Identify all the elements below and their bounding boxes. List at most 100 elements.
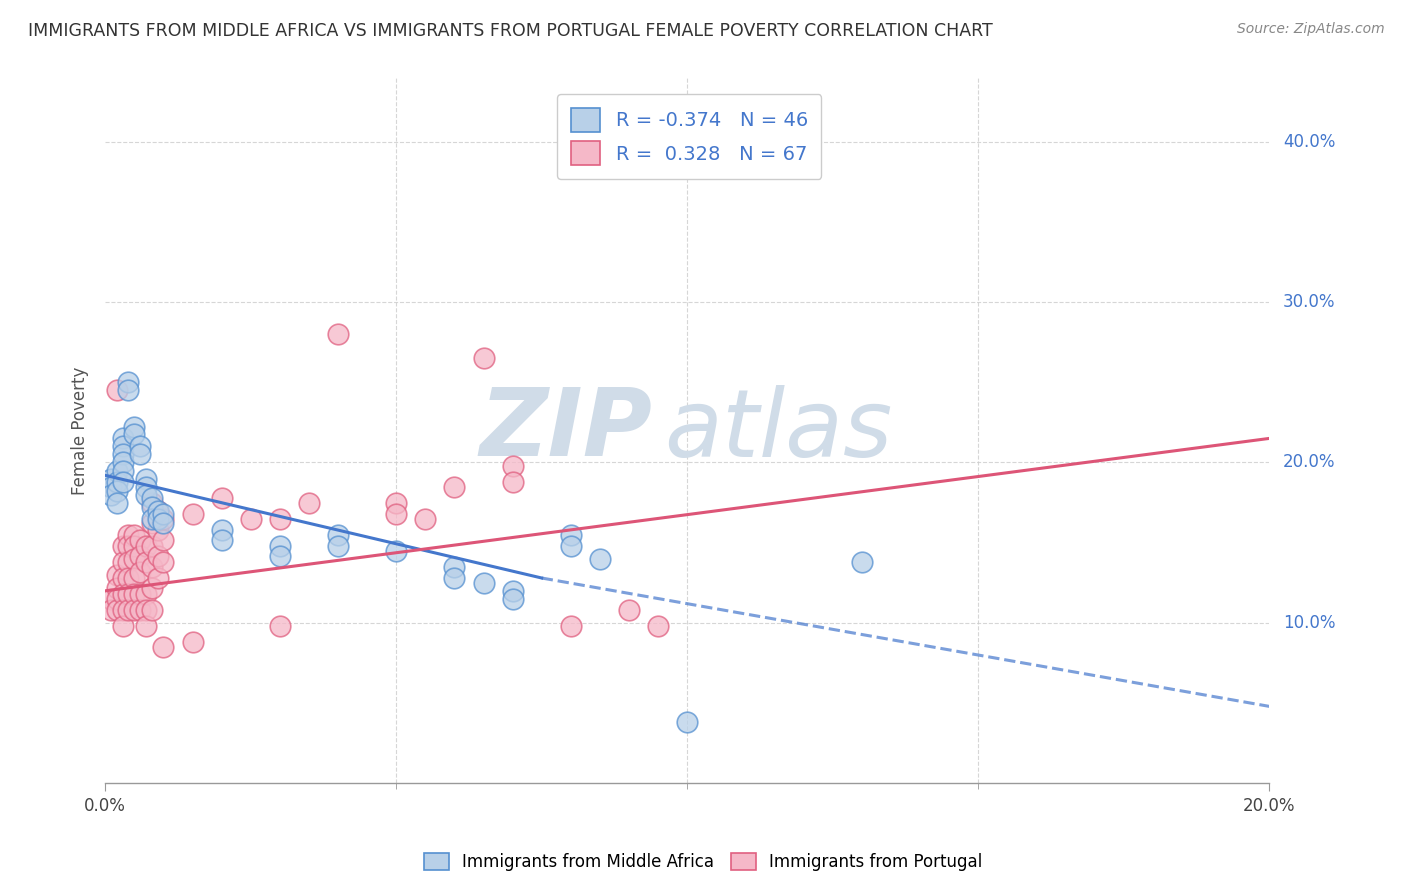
Point bbox=[443, 571, 465, 585]
Point bbox=[141, 516, 163, 531]
Point bbox=[152, 511, 174, 525]
Point bbox=[124, 539, 146, 553]
Point bbox=[135, 619, 157, 633]
Point bbox=[152, 555, 174, 569]
Point bbox=[181, 635, 204, 649]
Point bbox=[152, 516, 174, 531]
Point bbox=[560, 539, 582, 553]
Text: Source: ZipAtlas.com: Source: ZipAtlas.com bbox=[1237, 22, 1385, 37]
Point bbox=[269, 539, 291, 553]
Point bbox=[152, 507, 174, 521]
Point bbox=[111, 619, 134, 633]
Point bbox=[105, 603, 128, 617]
Point bbox=[117, 539, 139, 553]
Point bbox=[560, 619, 582, 633]
Point bbox=[502, 475, 524, 489]
Point bbox=[443, 559, 465, 574]
Point bbox=[100, 471, 122, 485]
Point bbox=[141, 500, 163, 515]
Point bbox=[124, 603, 146, 617]
Point bbox=[385, 495, 408, 509]
Point bbox=[560, 527, 582, 541]
Point bbox=[146, 571, 169, 585]
Point bbox=[239, 511, 262, 525]
Point bbox=[269, 511, 291, 525]
Text: 30.0%: 30.0% bbox=[1284, 293, 1336, 311]
Point bbox=[589, 551, 612, 566]
Point bbox=[385, 507, 408, 521]
Point bbox=[617, 603, 640, 617]
Point bbox=[111, 463, 134, 477]
Point bbox=[141, 539, 163, 553]
Point bbox=[100, 603, 122, 617]
Point bbox=[111, 571, 134, 585]
Point bbox=[152, 640, 174, 654]
Point bbox=[117, 555, 139, 569]
Point bbox=[413, 511, 436, 525]
Point bbox=[385, 543, 408, 558]
Point bbox=[211, 491, 233, 505]
Point bbox=[211, 533, 233, 547]
Point bbox=[100, 591, 122, 606]
Point bbox=[647, 619, 669, 633]
Point bbox=[472, 351, 495, 366]
Point bbox=[105, 384, 128, 398]
Point bbox=[129, 565, 152, 579]
Point bbox=[152, 533, 174, 547]
Point bbox=[141, 559, 163, 574]
Point bbox=[105, 581, 128, 595]
Point bbox=[105, 475, 128, 489]
Point bbox=[676, 715, 699, 730]
Point bbox=[111, 475, 134, 489]
Legend: Immigrants from Middle Africa, Immigrants from Portugal: Immigrants from Middle Africa, Immigrant… bbox=[415, 845, 991, 880]
Point bbox=[105, 484, 128, 499]
Point bbox=[141, 511, 163, 525]
Point bbox=[146, 503, 169, 517]
Point bbox=[117, 376, 139, 390]
Point bbox=[502, 583, 524, 598]
Point bbox=[111, 555, 134, 569]
Point bbox=[851, 555, 873, 569]
Point bbox=[211, 523, 233, 537]
Point bbox=[111, 432, 134, 446]
Point bbox=[502, 591, 524, 606]
Point bbox=[100, 487, 122, 501]
Point bbox=[135, 487, 157, 501]
Point bbox=[105, 463, 128, 477]
Point bbox=[129, 533, 152, 547]
Point bbox=[129, 549, 152, 563]
Point bbox=[105, 567, 128, 582]
Point bbox=[502, 458, 524, 473]
Point bbox=[269, 549, 291, 563]
Point bbox=[129, 440, 152, 454]
Point bbox=[135, 479, 157, 493]
Point bbox=[135, 471, 157, 485]
Point bbox=[117, 571, 139, 585]
Text: 20.0%: 20.0% bbox=[1284, 453, 1336, 472]
Text: 40.0%: 40.0% bbox=[1284, 133, 1336, 151]
Point bbox=[117, 384, 139, 398]
Point bbox=[117, 587, 139, 601]
Point bbox=[135, 555, 157, 569]
Point bbox=[111, 603, 134, 617]
Point bbox=[124, 527, 146, 541]
Point bbox=[135, 603, 157, 617]
Point bbox=[124, 551, 146, 566]
Point bbox=[326, 327, 349, 342]
Point bbox=[124, 420, 146, 434]
Point bbox=[443, 479, 465, 493]
Point bbox=[146, 549, 169, 563]
Point bbox=[135, 587, 157, 601]
Point bbox=[105, 495, 128, 509]
Point bbox=[146, 523, 169, 537]
Point bbox=[129, 447, 152, 461]
Y-axis label: Female Poverty: Female Poverty bbox=[72, 367, 89, 494]
Point bbox=[146, 503, 169, 517]
Point bbox=[146, 511, 169, 525]
Point bbox=[135, 539, 157, 553]
Point bbox=[111, 539, 134, 553]
Point bbox=[111, 587, 134, 601]
Text: atlas: atlas bbox=[664, 385, 893, 476]
Point bbox=[141, 495, 163, 509]
Point bbox=[141, 581, 163, 595]
